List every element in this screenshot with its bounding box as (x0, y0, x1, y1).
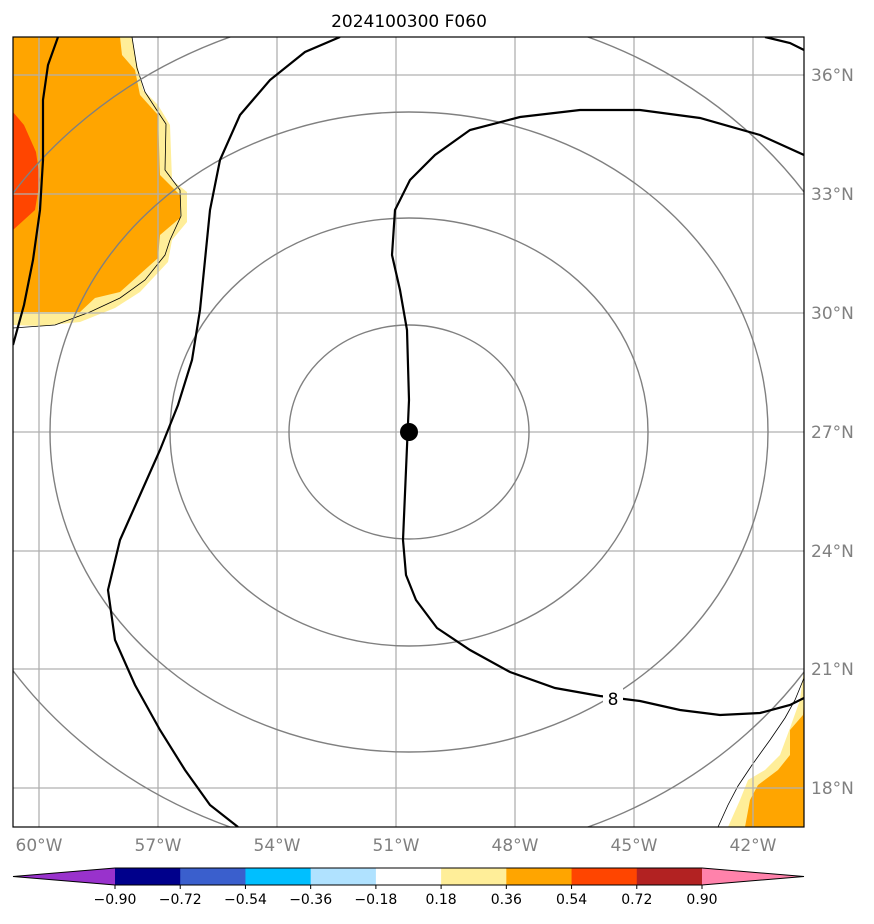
lon-label: 45°W (611, 836, 658, 856)
colorbar-tick-label: 0.72 (621, 892, 652, 908)
map-plot-area: 8 (13, 37, 804, 827)
colorbar-tick-label: −0.18 (354, 892, 397, 908)
lat-label: 24°N (811, 542, 854, 562)
lon-label: 60°W (16, 836, 63, 856)
colorbar: −0.90 −0.72 −0.54 −0.36 −0.18 0.18 0.36 0.54 0.7… (12, 867, 805, 908)
colorbar-tick-label: 0.36 (491, 892, 522, 908)
colorbar-tick-label: −0.90 (94, 892, 137, 908)
lat-label: 33°N (811, 185, 854, 205)
lat-label: 18°N (811, 779, 854, 799)
shaded-region-orange-nw (13, 37, 180, 312)
shaded-region-red-orange-nw (13, 112, 40, 230)
map-title: 2024100300 F060 (331, 12, 487, 32)
colorbar-extend-max (702, 868, 804, 885)
colorbar-extend-min (13, 868, 115, 885)
storm-center-marker (400, 423, 418, 441)
lat-label: 36°N (811, 66, 854, 86)
range-ring-3 (49, 111, 769, 753)
colorbar-tick-label: 0.90 (686, 892, 717, 908)
coastline-nw (13, 37, 182, 329)
colorbar-swatch (506, 868, 573, 885)
colorbar-tick-label: −0.54 (224, 892, 267, 908)
graticule (13, 37, 804, 827)
lat-label: 27°N (811, 423, 854, 443)
latitude-labels: 36°N 33°N 30°N 27°N 24°N 21°N 18°N (811, 66, 854, 799)
colorbar-swatch (245, 868, 312, 885)
longitude-labels: 60°W 57°W 54°W 51°W 48°W 45°W 42°W (16, 836, 777, 856)
contour-label: 8 (608, 690, 619, 710)
range-ring-1 (288, 324, 530, 540)
map-frame (12, 36, 805, 828)
colorbar-swatch (636, 868, 703, 885)
shaded-region-orange-se (745, 698, 804, 827)
colorbar-swatch (180, 868, 246, 885)
colorbar-swatch (115, 868, 181, 885)
colorbar-tick-label: −0.36 (289, 892, 332, 908)
lat-label: 21°N (811, 660, 854, 680)
contour-label-bg (603, 688, 623, 708)
lon-label: 42°W (730, 836, 777, 856)
range-ring-2 (169, 217, 649, 647)
colorbar-swatch (375, 868, 442, 885)
lon-label: 51°W (373, 836, 420, 856)
contour-line-center (390, 108, 804, 717)
colorbar-tick-label: 0.54 (556, 892, 587, 908)
colorbar-swatch (310, 868, 377, 885)
contours (13, 37, 804, 827)
lon-label: 48°W (492, 836, 539, 856)
lat-label: 30°N (811, 304, 854, 324)
colorbar-tick-label: 0.18 (426, 892, 457, 908)
colorbar-tick-label: −0.72 (159, 892, 202, 908)
lon-label: 54°W (254, 836, 301, 856)
colorbar-swatch (571, 868, 638, 885)
range-rings (13, 37, 804, 827)
contour-line-northeast (764, 37, 804, 51)
lon-label: 57°W (135, 836, 182, 856)
colorbar-swatch (441, 868, 507, 885)
contour-line-west-a (13, 37, 60, 346)
contour-line-west-b (106, 37, 341, 827)
